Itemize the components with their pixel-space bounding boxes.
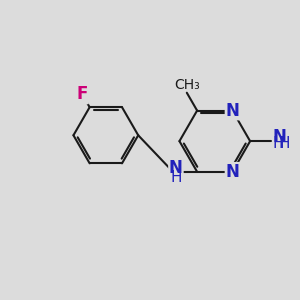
Text: CH₃: CH₃	[174, 78, 200, 92]
Text: H: H	[170, 169, 182, 184]
Text: N: N	[272, 128, 286, 146]
Text: N: N	[226, 102, 239, 120]
Text: H: H	[279, 136, 290, 151]
Text: H: H	[272, 136, 284, 151]
Text: N: N	[226, 163, 239, 181]
Text: N: N	[169, 159, 183, 177]
Text: F: F	[76, 85, 88, 103]
